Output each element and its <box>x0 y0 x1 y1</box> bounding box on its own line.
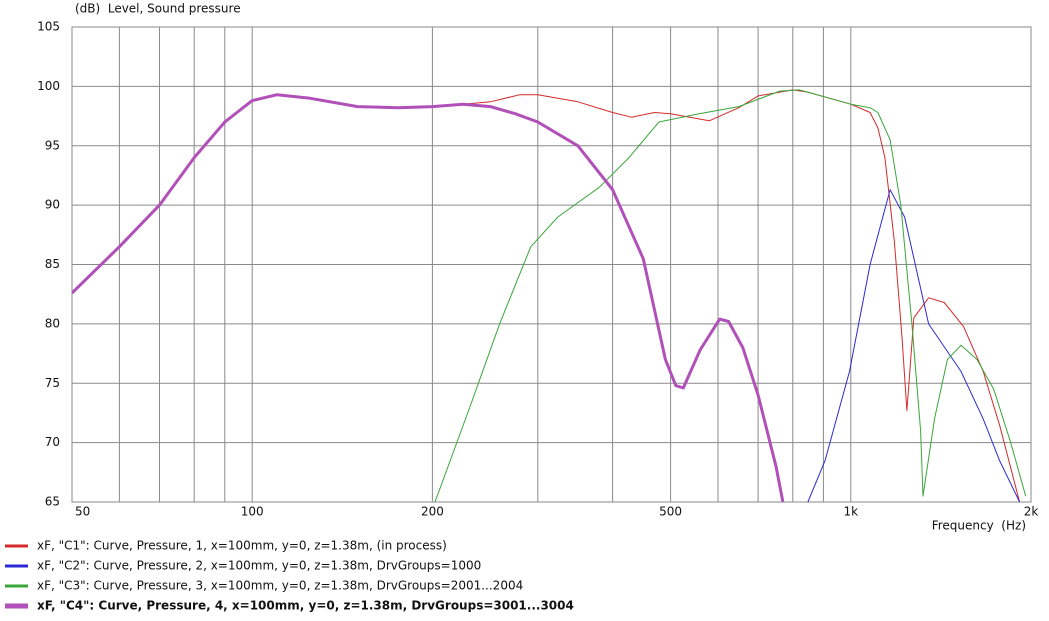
y-tick-label: 85 <box>45 257 60 271</box>
curve <box>807 189 1021 502</box>
y-tick-label: 75 <box>45 376 60 390</box>
x-tick-label: 2k <box>1024 505 1039 519</box>
x-tick-label: 100 <box>241 505 264 519</box>
chart-title: (dB) Level, Sound pressure <box>75 2 241 16</box>
x-tick-label: 500 <box>659 505 682 519</box>
y-tick-label: 80 <box>45 316 60 330</box>
x-axis-label: Frequency (Hz) <box>932 519 1026 533</box>
y-tick-label: 95 <box>45 138 60 152</box>
curve <box>434 89 1027 502</box>
y-tick-label: 70 <box>45 435 60 449</box>
curve <box>72 93 785 502</box>
x-tick-label: 50 <box>75 505 90 519</box>
legend-label: xF, "C3": Curve, Pressure, 3, x=100mm, y… <box>37 579 523 593</box>
y-tick-label: 90 <box>45 198 60 212</box>
y-tick-label: 100 <box>37 79 60 93</box>
x-tick-label: 1k <box>844 505 859 519</box>
legend-label: xF, "C2": Curve, Pressure, 2, x=100mm, y… <box>37 559 481 573</box>
x-tick-label: 200 <box>421 505 444 519</box>
legend-label: xF, "C4": Curve, Pressure, 4, x=100mm, y… <box>37 599 574 613</box>
legend-label: xF, "C1": Curve, Pressure, 1, x=100mm, y… <box>37 539 447 553</box>
y-tick-label: 105 <box>37 20 60 34</box>
y-tick-label: 65 <box>45 495 60 509</box>
